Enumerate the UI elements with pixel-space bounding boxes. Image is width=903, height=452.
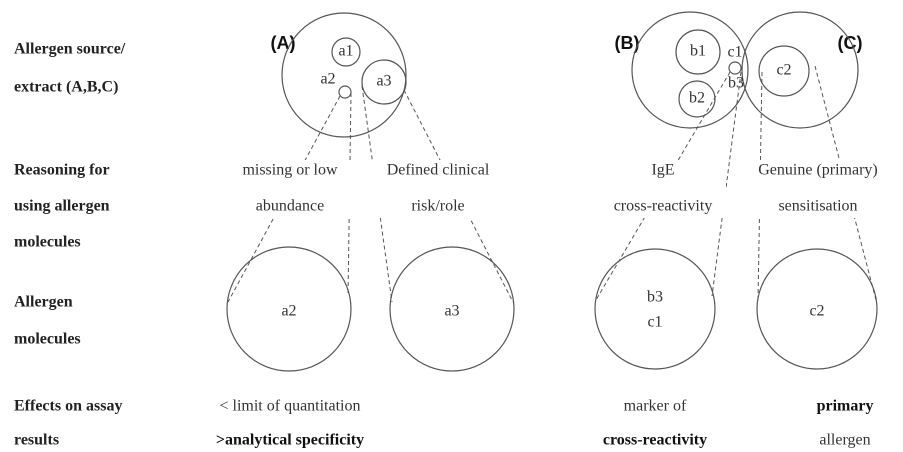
molecule-label: a2 bbox=[281, 303, 296, 320]
component-circle bbox=[361, 59, 407, 105]
reasoning-text: IgE bbox=[651, 162, 674, 179]
reasoning-text: missing or low bbox=[242, 162, 338, 179]
reasoning-text: risk/role bbox=[411, 198, 464, 215]
text-bg bbox=[372, 160, 504, 218]
component-label: b1 bbox=[690, 43, 706, 60]
component-circle bbox=[678, 80, 716, 118]
source-circle bbox=[741, 11, 859, 129]
reasoning-text: Genuine (primary) bbox=[758, 162, 878, 179]
component-label: a1 bbox=[338, 43, 353, 60]
molecule-label: c1 bbox=[647, 314, 662, 331]
component-label: c2 bbox=[776, 62, 791, 79]
panel-label: (A) bbox=[271, 33, 296, 53]
component-circle bbox=[728, 61, 742, 75]
row-label: molecules bbox=[14, 234, 81, 251]
component-label: a3 bbox=[376, 73, 391, 90]
effect-text: >analytical specificity bbox=[216, 432, 364, 449]
effect-text: cross-reactivity bbox=[603, 432, 707, 449]
component-circle bbox=[758, 45, 810, 97]
row-label: results bbox=[14, 432, 59, 449]
text-bg bbox=[742, 160, 894, 218]
row-label: Reasoning for bbox=[14, 162, 110, 179]
row-label: Allergen bbox=[14, 294, 73, 311]
molecule-label: b3 bbox=[647, 289, 663, 306]
component-circle bbox=[675, 29, 721, 75]
row-labels: Allergen source/ extract (A,B,C) Reasoni… bbox=[14, 41, 126, 449]
effect-text: primary bbox=[817, 398, 874, 415]
molecule-circle bbox=[389, 246, 515, 372]
row-label: molecules bbox=[14, 331, 81, 348]
reasoning-text: cross-reactivity bbox=[614, 198, 713, 215]
reasoning-text: sensitisation bbox=[778, 198, 857, 215]
component-label: b2 bbox=[689, 90, 705, 107]
component-label: c1 bbox=[727, 44, 742, 61]
reasoning-text: Defined clinical bbox=[387, 162, 490, 179]
row-label: Allergen source/ bbox=[14, 41, 126, 58]
text-bg bbox=[228, 160, 352, 218]
connector bbox=[711, 71, 742, 297]
panel-label: (B) bbox=[615, 33, 640, 53]
effect-text: marker of bbox=[624, 398, 687, 415]
component-label: a2 bbox=[320, 71, 335, 88]
component-circle bbox=[331, 37, 361, 67]
molecule-label: a3 bbox=[444, 303, 459, 320]
row-label: extract (A,B,C) bbox=[14, 79, 118, 96]
effect-text: < limit of quantitation bbox=[219, 398, 360, 415]
panel-label: (C) bbox=[838, 33, 863, 53]
row-label: using allergen bbox=[14, 198, 110, 215]
reasoning-text: abundance bbox=[256, 198, 324, 215]
component-circle bbox=[338, 85, 352, 99]
molecule-circle bbox=[756, 248, 878, 370]
molecule-circle bbox=[594, 248, 716, 370]
source-circle bbox=[281, 12, 407, 138]
effect-text: allergen bbox=[819, 432, 870, 449]
text-bg bbox=[606, 160, 726, 218]
molecule-circle bbox=[226, 246, 352, 372]
row-label: Effects on assay bbox=[14, 398, 122, 415]
source-circle bbox=[631, 11, 749, 129]
connector bbox=[361, 85, 393, 303]
component-label: b3 bbox=[728, 75, 744, 92]
molecule-label: c2 bbox=[809, 303, 824, 320]
